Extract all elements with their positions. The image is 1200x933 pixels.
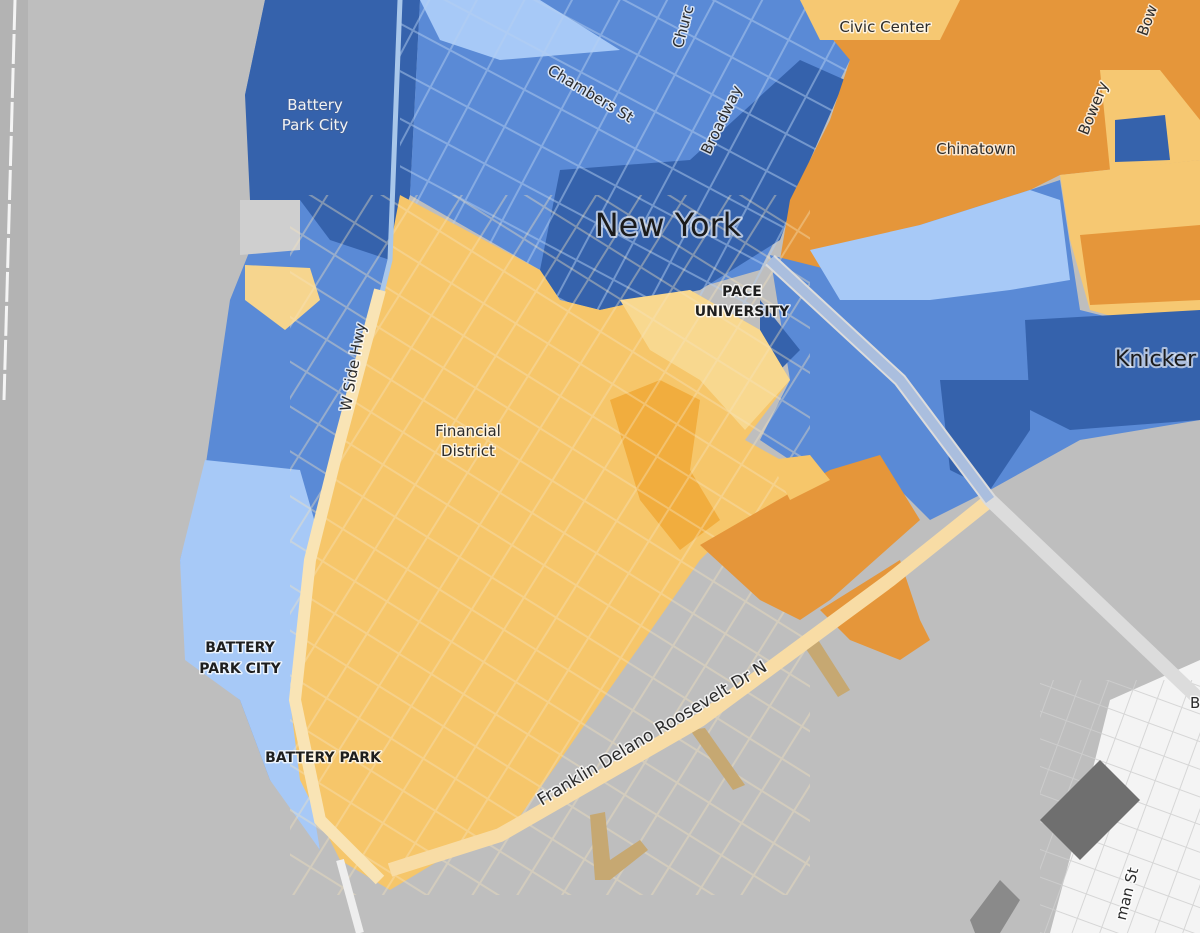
district [1115, 115, 1170, 162]
highway [288, 288, 386, 885]
district [800, 0, 960, 40]
place-label: Financial [435, 422, 501, 440]
city-label: New York [595, 206, 742, 244]
highway [387, 494, 995, 877]
poi-label: PARK CITY [199, 661, 281, 677]
highway [377, 0, 403, 303]
district [780, 0, 1200, 270]
street-label: B [1190, 694, 1200, 712]
place-label: District [441, 442, 495, 460]
piers [590, 635, 850, 880]
poi-label: UNIVERSITY [695, 304, 790, 320]
district [240, 200, 300, 255]
bridge-ramp [766, 256, 994, 503]
building [1040, 760, 1140, 860]
place-label: Battery [287, 96, 343, 114]
district [770, 455, 830, 500]
building [970, 880, 1020, 933]
district [180, 460, 320, 850]
district [700, 455, 920, 620]
district [820, 560, 930, 660]
poi-label: PACE [722, 284, 762, 300]
pier [2, 0, 17, 401]
district [1080, 225, 1200, 305]
poi-label: BATTERY PARK [265, 750, 382, 766]
place-label: Civic Center [839, 18, 931, 36]
district [810, 190, 1070, 300]
district [1025, 310, 1200, 430]
place-label: Chinatown [936, 140, 1016, 158]
poi-label: BATTERY [205, 640, 275, 656]
place-label: Knicker [1115, 347, 1197, 372]
ferry-line [336, 858, 364, 933]
place-label: Park City [282, 116, 349, 134]
shore [0, 0, 28, 933]
